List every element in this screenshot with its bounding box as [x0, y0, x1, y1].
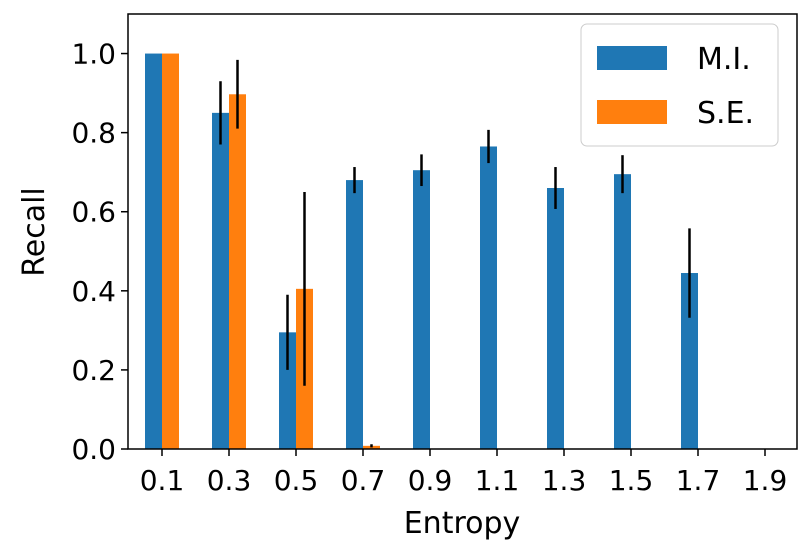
legend-label-se: S.E. [697, 96, 754, 131]
x-tick-label-0.1: 0.1 [140, 464, 185, 497]
bar-mi-1.5 [614, 174, 631, 449]
x-tick-label-1.9: 1.9 [743, 464, 788, 497]
error-bars-layer [219, 59, 691, 448]
y-tick-label-0.2: 0.2 [71, 354, 116, 387]
y-tick-label-0.0: 0.0 [71, 433, 116, 466]
bars-layer [145, 53, 698, 450]
y-tick-label-0.6: 0.6 [71, 196, 116, 229]
legend-swatch-se [597, 100, 667, 124]
legend-swatch-mi [597, 46, 667, 70]
bar-mi-1.1 [480, 146, 497, 450]
bar-mi-0.5 [279, 332, 296, 449]
bar-se-0.3 [229, 94, 246, 449]
y-tick-label-1.0: 1.0 [71, 38, 116, 71]
y-tick-label-0.8: 0.8 [71, 117, 116, 150]
bar-mi-1.7 [681, 273, 698, 449]
x-tick-label-0.3: 0.3 [207, 464, 252, 497]
x-tick-label-1.7: 1.7 [676, 464, 721, 497]
plot-frame [127, 13, 798, 450]
x-tick-label-1.3: 1.3 [542, 464, 587, 497]
x-tick-label-0.9: 0.9 [408, 464, 453, 497]
bar-mi-1.3 [547, 188, 564, 449]
y-axis: 0.0 0.2 0.4 0.6 0.8 1.0 [71, 38, 128, 466]
y-axis-label: Recall [17, 187, 52, 277]
x-tick-label-0.5: 0.5 [274, 464, 319, 497]
x-tick-label-0.7: 0.7 [341, 464, 386, 497]
bar-mi-0.9 [413, 170, 430, 449]
y-tick-label-0.4: 0.4 [71, 275, 116, 308]
x-tick-label-1.5: 1.5 [609, 464, 654, 497]
bar-se-0.1 [162, 53, 179, 450]
x-tick-label-1.1: 1.1 [475, 464, 520, 497]
bar-mi-0.7 [346, 180, 363, 449]
legend-label-mi: M.I. [697, 42, 751, 77]
x-axis: 0.1 0.3 0.5 0.7 0.9 1.1 1.3 1.5 1.7 1.9 [140, 449, 788, 497]
bar-mi-0.3 [212, 112, 229, 450]
bar-mi-0.1 [145, 53, 162, 450]
x-axis-label: Entropy [404, 506, 521, 541]
legend: M.I. S.E. [580, 23, 779, 147]
